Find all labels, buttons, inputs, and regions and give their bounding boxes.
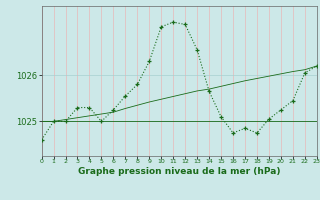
X-axis label: Graphe pression niveau de la mer (hPa): Graphe pression niveau de la mer (hPa) [78,167,280,176]
